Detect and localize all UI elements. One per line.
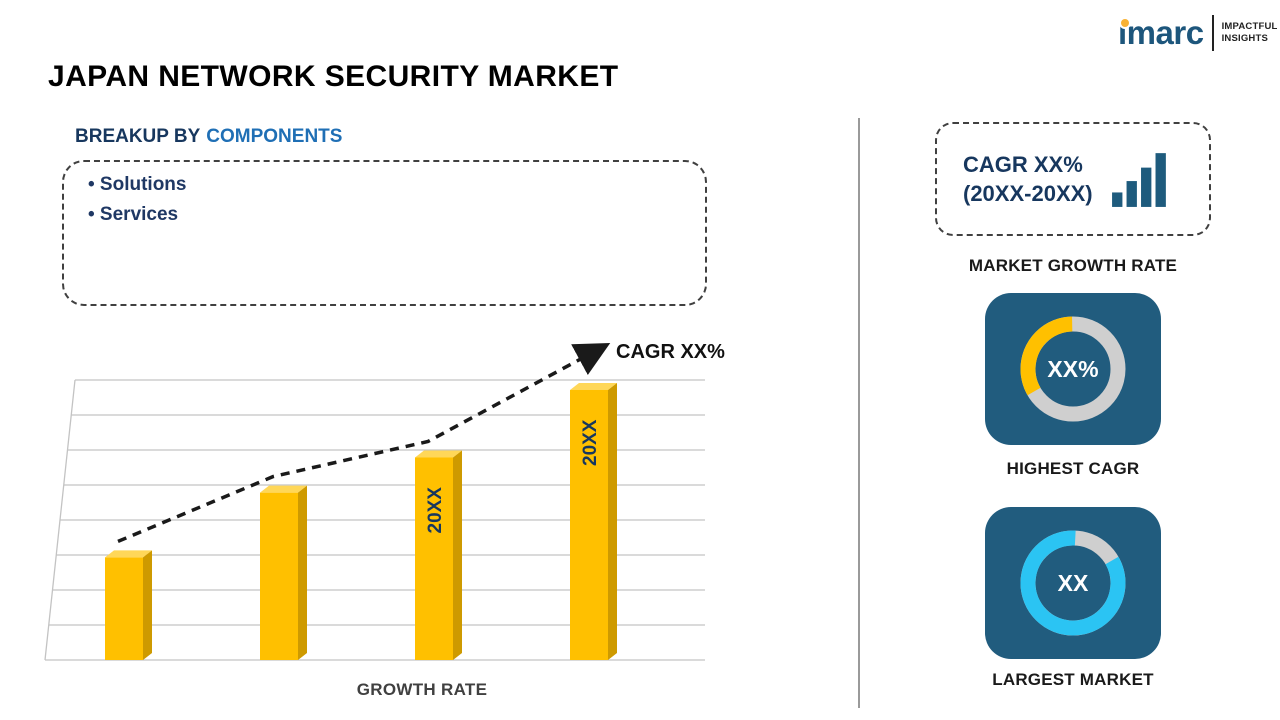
- bar: 20XX: [570, 383, 617, 660]
- chart-x-axis-label: GROWTH RATE: [356, 680, 488, 699]
- donut-chart-icon: [1020, 316, 1126, 422]
- page-title: JAPAN NETWORK SECURITY MARKET: [48, 60, 619, 93]
- bar: [105, 550, 152, 660]
- bar-year-label: 20XX: [425, 487, 446, 534]
- largest-market-value: XX: [1057, 569, 1089, 596]
- imarc-logo-text: imarc: [1118, 14, 1204, 51]
- logo-divider: [1211, 15, 1214, 51]
- trend-arrow: [117, 343, 611, 544]
- logo-tagline: IMPACTFUL INSIGHTS: [1222, 21, 1278, 45]
- logo-tagline-line2: INSIGHTS: [1221, 33, 1269, 44]
- cagr-annotation: CAGR XX%: [616, 341, 725, 363]
- donut-chart-icon: [1020, 530, 1126, 636]
- cagr-value-line: CAGR XX%: [963, 152, 1083, 177]
- highest-cagr-value: XX%: [1047, 355, 1099, 382]
- breakup-heading-prefix: BREAKUP BY: [75, 126, 201, 147]
- bar-year-label: 20XX: [580, 419, 601, 466]
- breakup-box: [62, 160, 707, 306]
- largest-market-tile: XX: [985, 507, 1161, 659]
- cagr-text: CAGR XX% (20XX-20XX): [963, 150, 1093, 208]
- imarc-logo-dot-icon: [1121, 19, 1129, 27]
- breakup-item: • Services: [88, 204, 179, 225]
- largest-market-donut: XX: [1012, 522, 1134, 644]
- vertical-divider: [858, 118, 860, 708]
- breakup-heading-highlight: COMPONENTS: [206, 126, 343, 147]
- bar: [260, 485, 307, 660]
- chart-bars: 20XX 20XX: [105, 383, 617, 660]
- highest-cagr-donut: XX%: [1012, 308, 1134, 430]
- cagr-box: CAGR XX% (20XX-20XX): [935, 122, 1211, 236]
- breakup-item-list: • Solutions • Services: [88, 170, 186, 230]
- bar-chart-icon: [1111, 153, 1166, 207]
- imarc-logo: imarc IMPACTFUL INSIGHTS: [1118, 14, 1278, 52]
- largest-market-label: LARGEST MARKET: [992, 670, 1154, 689]
- growth-rate-bar-chart: 20XX 20XX: [44, 343, 705, 661]
- bar: 20XX: [415, 450, 462, 660]
- market-growth-rate-label: MARKET GROWTH RATE: [968, 256, 1178, 275]
- highest-cagr-tile: XX%: [985, 293, 1161, 445]
- highest-cagr-label: HIGHEST CAGR: [1006, 459, 1140, 478]
- breakup-item: • Solutions: [88, 174, 187, 195]
- breakup-heading: BREAKUP BY COMPONENTS: [75, 126, 342, 148]
- cagr-period-line: (20XX-20XX): [963, 181, 1093, 206]
- imarc-logo-brand: imarc: [1118, 14, 1204, 52]
- logo-tagline-line1: IMPACTFUL: [1221, 21, 1278, 32]
